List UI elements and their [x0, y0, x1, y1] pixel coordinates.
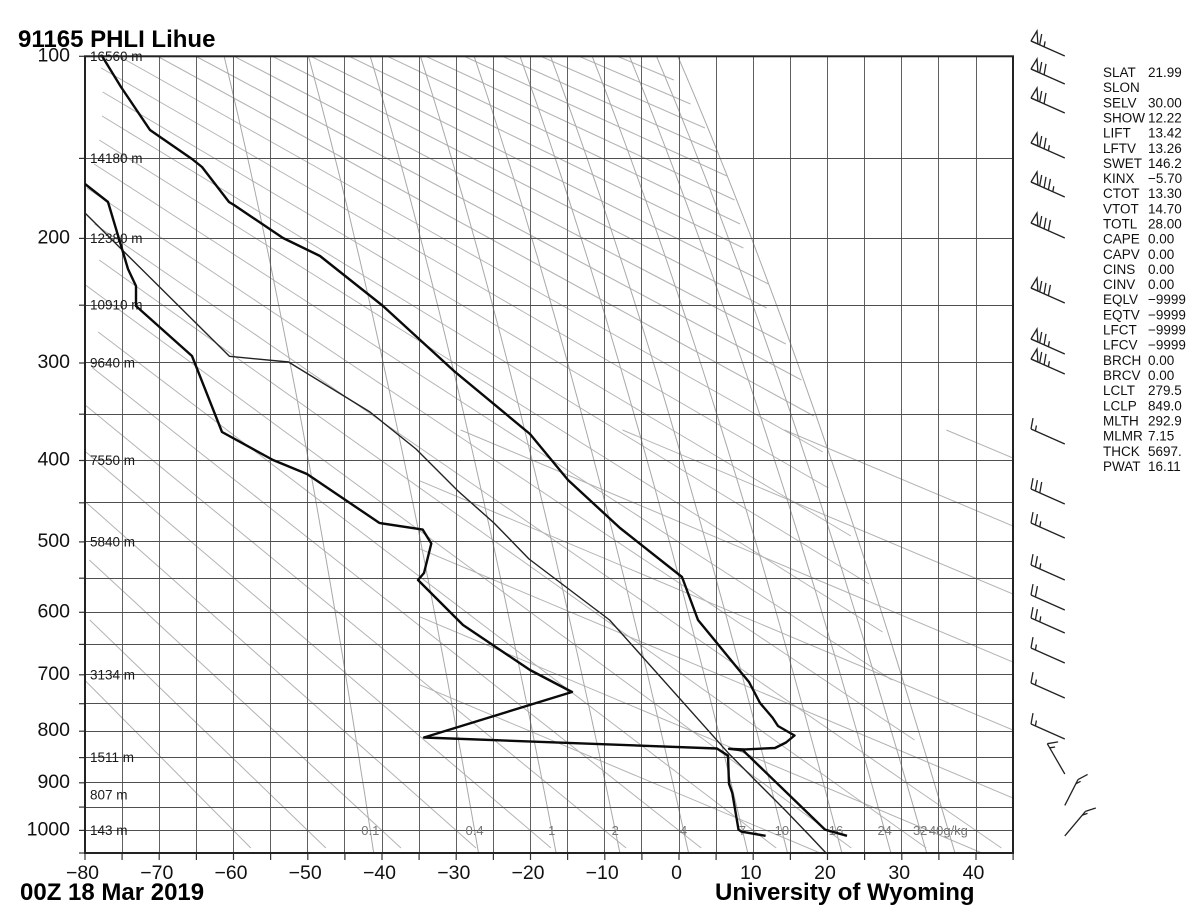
svg-text:0.00: 0.00 — [1148, 232, 1174, 247]
svg-text:THCK: THCK — [1103, 444, 1140, 459]
svg-text:143 m: 143 m — [90, 823, 128, 838]
svg-text:0.00: 0.00 — [1148, 262, 1174, 277]
svg-text:KINX: KINX — [1103, 171, 1135, 186]
svg-text:7: 7 — [739, 823, 746, 838]
svg-text:12.22: 12.22 — [1148, 111, 1182, 126]
svg-text:EQTV: EQTV — [1103, 307, 1140, 322]
svg-text:SELV: SELV — [1103, 95, 1137, 110]
svg-text:9640 m: 9640 m — [90, 356, 135, 371]
svg-text:0.00: 0.00 — [1148, 247, 1174, 262]
svg-text:−10: −10 — [586, 862, 619, 884]
svg-text:900: 900 — [37, 771, 70, 793]
svg-text:800: 800 — [37, 719, 70, 741]
svg-text:BRCH: BRCH — [1103, 353, 1141, 368]
svg-text:13.26: 13.26 — [1148, 141, 1182, 156]
svg-text:0.00: 0.00 — [1148, 368, 1174, 383]
svg-text:MLMR: MLMR — [1103, 429, 1143, 444]
svg-text:CAPE: CAPE — [1103, 232, 1140, 247]
svg-text:279.5: 279.5 — [1148, 383, 1182, 398]
svg-text:10910 m: 10910 m — [90, 298, 143, 313]
svg-text:−30: −30 — [437, 862, 470, 884]
svg-text:12380 m: 12380 m — [90, 231, 143, 246]
svg-text:400: 400 — [37, 449, 70, 471]
svg-text:LCLP: LCLP — [1103, 398, 1137, 413]
svg-text:1000: 1000 — [27, 818, 71, 840]
svg-text:40g/kg: 40g/kg — [929, 823, 968, 838]
svg-text:−9999: −9999 — [1148, 323, 1186, 338]
svg-text:1511 m: 1511 m — [90, 750, 134, 765]
svg-text:807 m: 807 m — [90, 788, 128, 803]
svg-text:PWAT: PWAT — [1103, 459, 1141, 474]
svg-text:16.11: 16.11 — [1148, 459, 1181, 474]
svg-text:MLTH: MLTH — [1103, 413, 1139, 428]
svg-text:7550 m: 7550 m — [90, 453, 135, 468]
svg-text:200: 200 — [37, 226, 70, 248]
svg-text:BRCV: BRCV — [1103, 368, 1141, 383]
svg-text:2: 2 — [612, 823, 619, 838]
svg-text:University of Wyoming: University of Wyoming — [715, 879, 975, 906]
svg-text:−20: −20 — [511, 862, 544, 884]
svg-text:LFTV: LFTV — [1103, 141, 1136, 156]
svg-text:−5.70: −5.70 — [1148, 171, 1182, 186]
svg-text:EQLV: EQLV — [1103, 292, 1138, 307]
svg-text:4: 4 — [680, 823, 687, 838]
svg-text:LFCV: LFCV — [1103, 338, 1138, 353]
svg-text:30: 30 — [888, 862, 910, 884]
svg-text:292.9: 292.9 — [1148, 413, 1182, 428]
svg-text:0: 0 — [671, 862, 682, 884]
svg-text:13.30: 13.30 — [1148, 186, 1182, 201]
svg-text:100: 100 — [37, 44, 70, 66]
svg-text:40: 40 — [963, 862, 985, 884]
svg-text:SWET: SWET — [1103, 156, 1142, 171]
svg-text:CINV: CINV — [1103, 277, 1135, 292]
svg-text:TOTL: TOTL — [1103, 217, 1138, 232]
svg-text:SLAT: SLAT — [1103, 65, 1136, 80]
svg-text:28.00: 28.00 — [1148, 217, 1182, 232]
svg-text:CINS: CINS — [1103, 262, 1135, 277]
svg-text:5840 m: 5840 m — [90, 534, 135, 549]
svg-text:−9999: −9999 — [1148, 292, 1186, 307]
svg-text:30.00: 30.00 — [1148, 95, 1182, 110]
svg-text:32: 32 — [913, 823, 927, 838]
svg-text:13.42: 13.42 — [1148, 126, 1182, 141]
svg-text:−9999: −9999 — [1148, 307, 1186, 322]
svg-text:SHOW: SHOW — [1103, 111, 1145, 126]
svg-text:0.1: 0.1 — [361, 823, 379, 838]
svg-text:5697.: 5697. — [1148, 444, 1182, 459]
svg-text:14180 m: 14180 m — [90, 151, 143, 166]
svg-text:20: 20 — [814, 862, 836, 884]
svg-text:−60: −60 — [214, 862, 247, 884]
svg-text:849.0: 849.0 — [1148, 398, 1182, 413]
svg-text:−70: −70 — [140, 862, 173, 884]
svg-text:21.99: 21.99 — [1148, 65, 1182, 80]
svg-text:0.4: 0.4 — [466, 823, 484, 838]
svg-text:0.00: 0.00 — [1148, 277, 1174, 292]
svg-text:LFCT: LFCT — [1103, 323, 1137, 338]
svg-text:VTOT: VTOT — [1103, 201, 1139, 216]
svg-text:600: 600 — [37, 600, 70, 622]
svg-text:24: 24 — [877, 823, 891, 838]
svg-text:700: 700 — [37, 663, 70, 685]
svg-text:CTOT: CTOT — [1103, 186, 1140, 201]
svg-text:0.00: 0.00 — [1148, 353, 1174, 368]
svg-text:500: 500 — [37, 530, 70, 552]
svg-text:−40: −40 — [363, 862, 396, 884]
svg-text:10: 10 — [740, 862, 762, 884]
svg-text:91165 PHLI Lihue: 91165 PHLI Lihue — [18, 26, 215, 53]
svg-text:1: 1 — [548, 823, 555, 838]
svg-text:300: 300 — [37, 351, 70, 373]
svg-text:SLON: SLON — [1103, 80, 1140, 95]
svg-text:10: 10 — [775, 823, 789, 838]
svg-text:14.70: 14.70 — [1148, 201, 1182, 216]
svg-text:−80: −80 — [66, 862, 99, 884]
svg-text:−9999: −9999 — [1148, 338, 1186, 353]
svg-text:−50: −50 — [289, 862, 322, 884]
svg-text:3134 m: 3134 m — [90, 667, 135, 682]
svg-text:00Z 18 Mar 2019: 00Z 18 Mar 2019 — [20, 879, 204, 906]
svg-text:146.2: 146.2 — [1148, 156, 1182, 171]
svg-text:CAPV: CAPV — [1103, 247, 1140, 262]
svg-text:LCLT: LCLT — [1103, 383, 1135, 398]
svg-text:7.15: 7.15 — [1148, 429, 1174, 444]
svg-text:LIFT: LIFT — [1103, 126, 1131, 141]
